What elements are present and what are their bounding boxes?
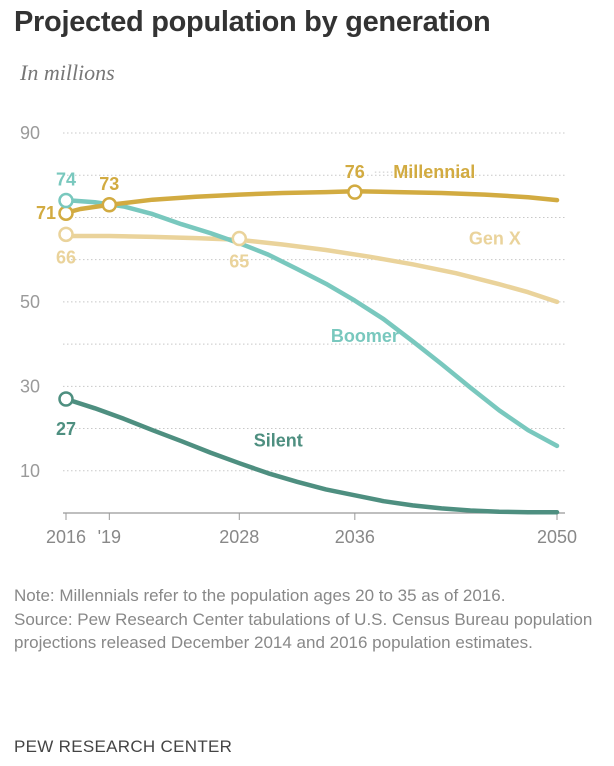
marker-gen-x [231, 230, 248, 247]
grid-layer [63, 132, 565, 514]
marker-millennial [101, 197, 118, 213]
chart-title: Projected population by generation [14, 6, 491, 38]
y-tick-label: 10 [20, 461, 40, 481]
line-chart: 10 30 50 90 2016 '19 2028 2036 2050 71 73 76 Mille… [20, 123, 577, 547]
data-label: 65 [229, 252, 249, 272]
marker-silent [58, 391, 74, 407]
series-label-silent: Silent [254, 430, 303, 450]
marker-gen-x [58, 226, 74, 243]
note-text: Note: Millennials refer to the populatio… [14, 586, 506, 605]
data-label: 74 [56, 170, 76, 190]
x-tick-label: 2028 [219, 527, 259, 547]
brand-footer: PEW RESEARCH CENTER [14, 737, 233, 756]
y-tick-label: 30 [20, 376, 40, 396]
data-label: 66 [56, 247, 76, 267]
x-tick-label: '19 [98, 527, 121, 547]
series-label-gen-x: Gen X [469, 229, 521, 249]
series-line-silent [63, 396, 560, 515]
source-text: Source: Pew Research Center tabulations … [14, 609, 593, 653]
data-label: 73 [99, 174, 119, 194]
marker-boomer [58, 192, 74, 209]
x-tick-label: 2016 [46, 527, 86, 547]
series-label-millennial: Millennial [393, 162, 475, 182]
series-line-boomer [63, 197, 560, 449]
y-tick-label: 90 [20, 123, 40, 143]
marker-millennial [58, 205, 74, 221]
marker-layer [58, 184, 363, 407]
data-label: 76 [345, 162, 365, 182]
label-layer: 71 73 76 Millennial 66 65 Gen X 74 Boomer 27 Silen… [36, 162, 521, 450]
x-axis-ticks: 2016 '19 2028 2036 2050 [46, 513, 577, 547]
series-line-gen-x [63, 233, 560, 305]
x-tick-label: 2036 [335, 527, 375, 547]
data-label: 71 [36, 203, 56, 223]
x-tick-label: 2050 [537, 527, 577, 547]
y-tick-label: 50 [20, 292, 40, 312]
marker-millennial [347, 184, 363, 200]
chart-subtitle: In millions [20, 60, 115, 85]
chart-notes: Note: Millennials refer to the populatio… [14, 584, 594, 655]
data-label: 27 [56, 419, 76, 439]
series-label-boomer: Boomer [331, 326, 399, 346]
y-axis-ticks: 10 30 50 90 [20, 123, 40, 481]
